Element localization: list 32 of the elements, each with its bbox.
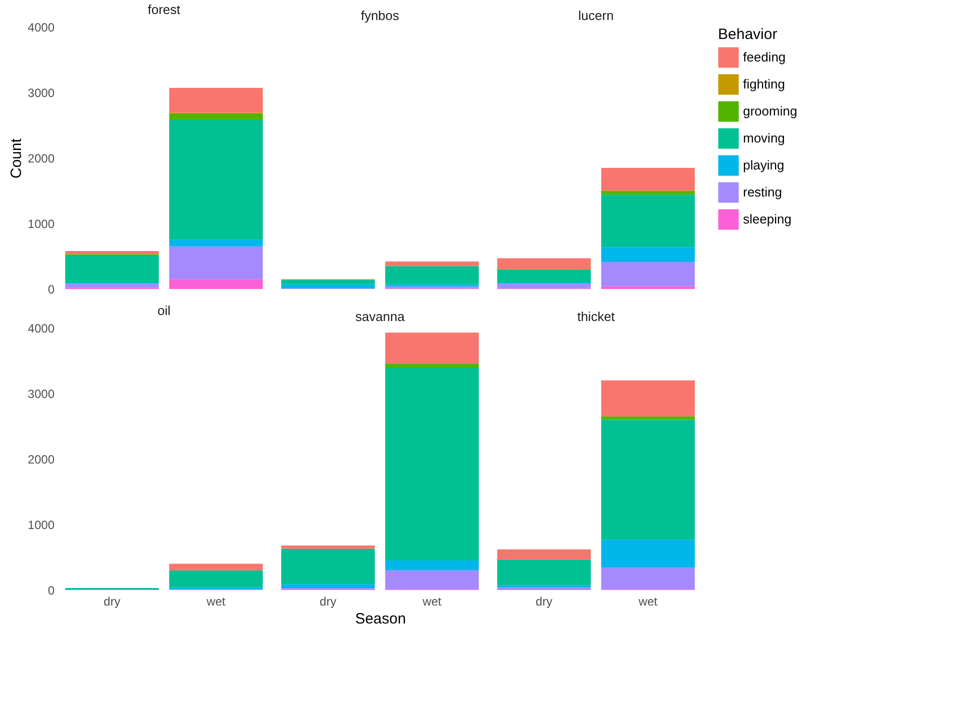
legend-label: feeding bbox=[743, 50, 786, 64]
chart-title: fynbos bbox=[360, 8, 400, 23]
x-axis-title: Season bbox=[355, 610, 406, 628]
y-tick-label: 1000 bbox=[28, 518, 55, 532]
x-tick-label: dry bbox=[104, 594, 120, 608]
y-tick-label: 3000 bbox=[28, 86, 55, 100]
y-tick-label: 0 bbox=[48, 282, 55, 296]
legend-label: playing bbox=[743, 158, 784, 172]
legend-label: moving bbox=[743, 130, 785, 146]
y-axis-title: Count bbox=[8, 138, 25, 179]
y-tick-label: 4000 bbox=[28, 322, 55, 336]
y-tick-label: 3000 bbox=[28, 387, 55, 401]
legend-label: grooming bbox=[743, 104, 798, 118]
legend-label: fighting bbox=[743, 76, 785, 92]
chart-title: thicket bbox=[577, 309, 616, 324]
x-tick-label: dry bbox=[536, 594, 552, 608]
y-tick-label: 2000 bbox=[28, 452, 55, 466]
y-tick-label: 0 bbox=[48, 584, 55, 598]
x-tick-label: wet bbox=[422, 594, 442, 608]
chart-title: oil bbox=[157, 303, 171, 318]
x-tick-label: wet bbox=[638, 594, 658, 608]
chart-title: forest bbox=[148, 2, 181, 17]
legend-label: resting bbox=[743, 184, 782, 200]
x-tick-label: dry bbox=[320, 594, 336, 608]
y-tick-label: 2000 bbox=[28, 152, 55, 166]
legend-title: Behavior bbox=[718, 26, 778, 43]
x-tick-label: wet bbox=[206, 594, 226, 608]
y-tick-label: 4000 bbox=[28, 20, 55, 34]
chart-title: lucern bbox=[578, 8, 614, 23]
y-tick-label: 1000 bbox=[28, 217, 55, 231]
legend-label: sleeping bbox=[743, 212, 792, 226]
chart-title: savanna bbox=[355, 309, 406, 324]
